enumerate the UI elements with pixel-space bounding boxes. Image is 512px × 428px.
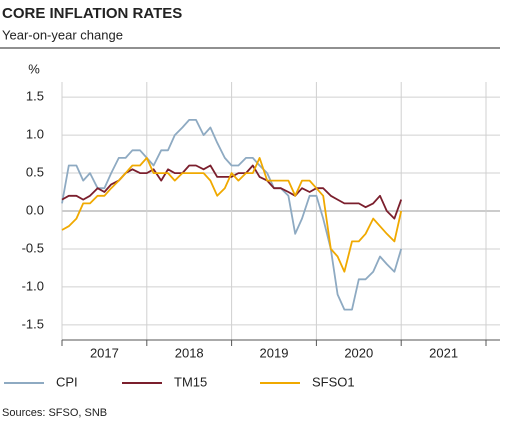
source-note: Sources: SFSO, SNB [2, 407, 107, 419]
series-line [61, 157, 403, 273]
y-unit: % [28, 61, 40, 76]
x-tick-label: 2020 [344, 345, 373, 360]
legend-label: TM15 [174, 374, 207, 389]
y-tick-label: -0.5 [22, 240, 44, 255]
y-tick-label: 1.0 [26, 127, 44, 142]
chart-title: CORE INFLATION RATES [2, 5, 182, 22]
x-tick-label: 2017 [90, 345, 119, 360]
series-line [61, 119, 403, 311]
legend-label: SFSO1 [312, 374, 355, 389]
y-tick-label: -1.5 [22, 316, 44, 331]
x-tick-label: 2019 [260, 345, 289, 360]
y-tick-label: 1.5 [26, 89, 44, 104]
x-tick-label: 2018 [175, 345, 204, 360]
x-tick-label: 2021 [429, 345, 458, 360]
y-tick-label: 0.0 [26, 202, 44, 217]
y-tick-label: 0.5 [26, 164, 44, 179]
y-tick-label: -1.0 [22, 278, 44, 293]
chart-subtitle: Year-on-year change [2, 27, 123, 42]
legend-label: CPI [56, 374, 78, 389]
